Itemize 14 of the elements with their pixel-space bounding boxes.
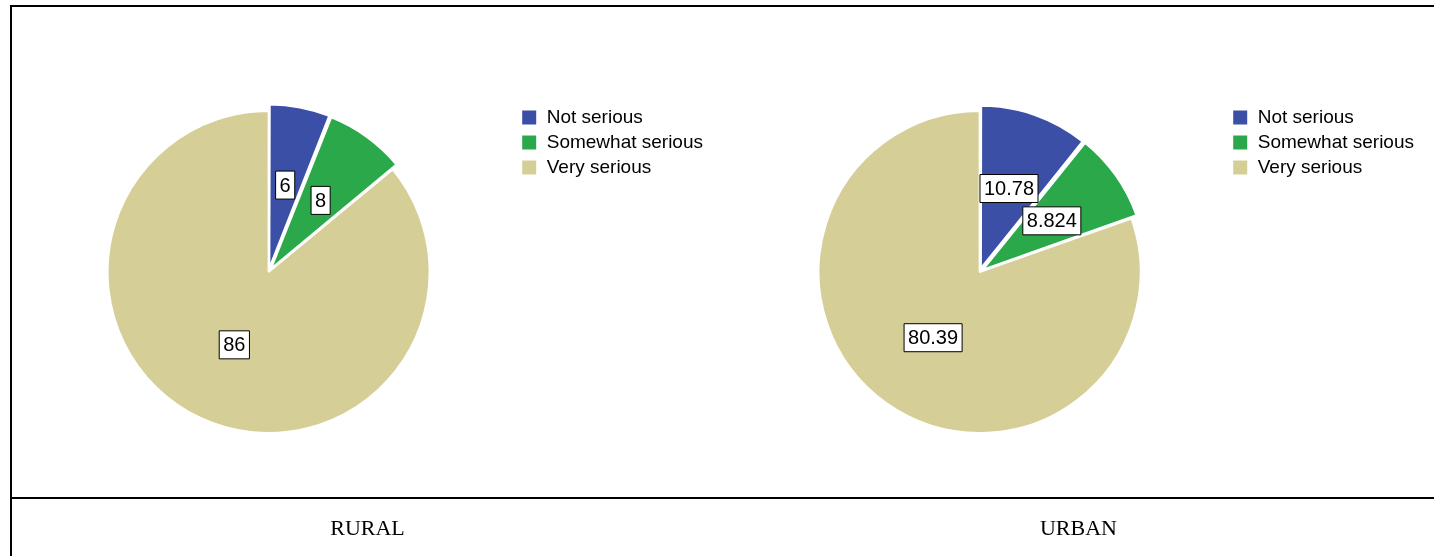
data-label: 80.39 bbox=[908, 326, 959, 349]
data-label: 8.824 bbox=[1026, 209, 1077, 232]
data-label: 8 bbox=[315, 188, 327, 211]
data-label: 6 bbox=[279, 173, 291, 196]
data-label: 86 bbox=[223, 333, 246, 356]
legend-label: Not serious bbox=[546, 105, 643, 127]
legend-label: Very serious bbox=[1257, 155, 1363, 177]
legend-label: Somewhat serious bbox=[546, 130, 703, 152]
text: URBAN bbox=[723, 497, 1434, 556]
legend-label: Very serious bbox=[546, 155, 652, 177]
legend-label: Not serious bbox=[1257, 105, 1354, 127]
text: RURAL bbox=[12, 497, 723, 556]
legend-label: Somewhat serious bbox=[1257, 130, 1414, 152]
data-label: 10.78 bbox=[983, 177, 1035, 200]
